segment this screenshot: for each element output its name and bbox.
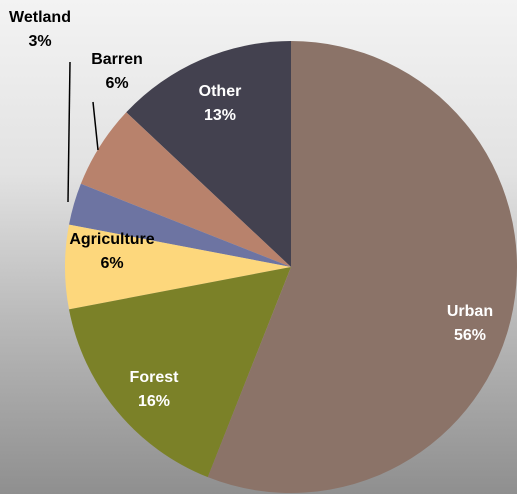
leader-line [68,62,70,202]
value-label: 6% [72,72,162,96]
page: (() => { const data = JSON.parse(documen… [0,0,517,494]
category-label: Urban [420,300,517,324]
value-label: 13% [170,104,270,128]
category-label: Barren [72,48,162,72]
category-label: Agriculture [62,228,162,252]
category-label: Other [170,80,270,104]
value-label: 6% [62,252,162,276]
category-label: Forest [104,366,204,390]
value-label: 16% [104,390,204,414]
value-label: 56% [420,324,517,348]
leader-line [93,102,98,150]
category-label: Wetland [0,6,80,30]
value-label: 3% [0,30,80,54]
